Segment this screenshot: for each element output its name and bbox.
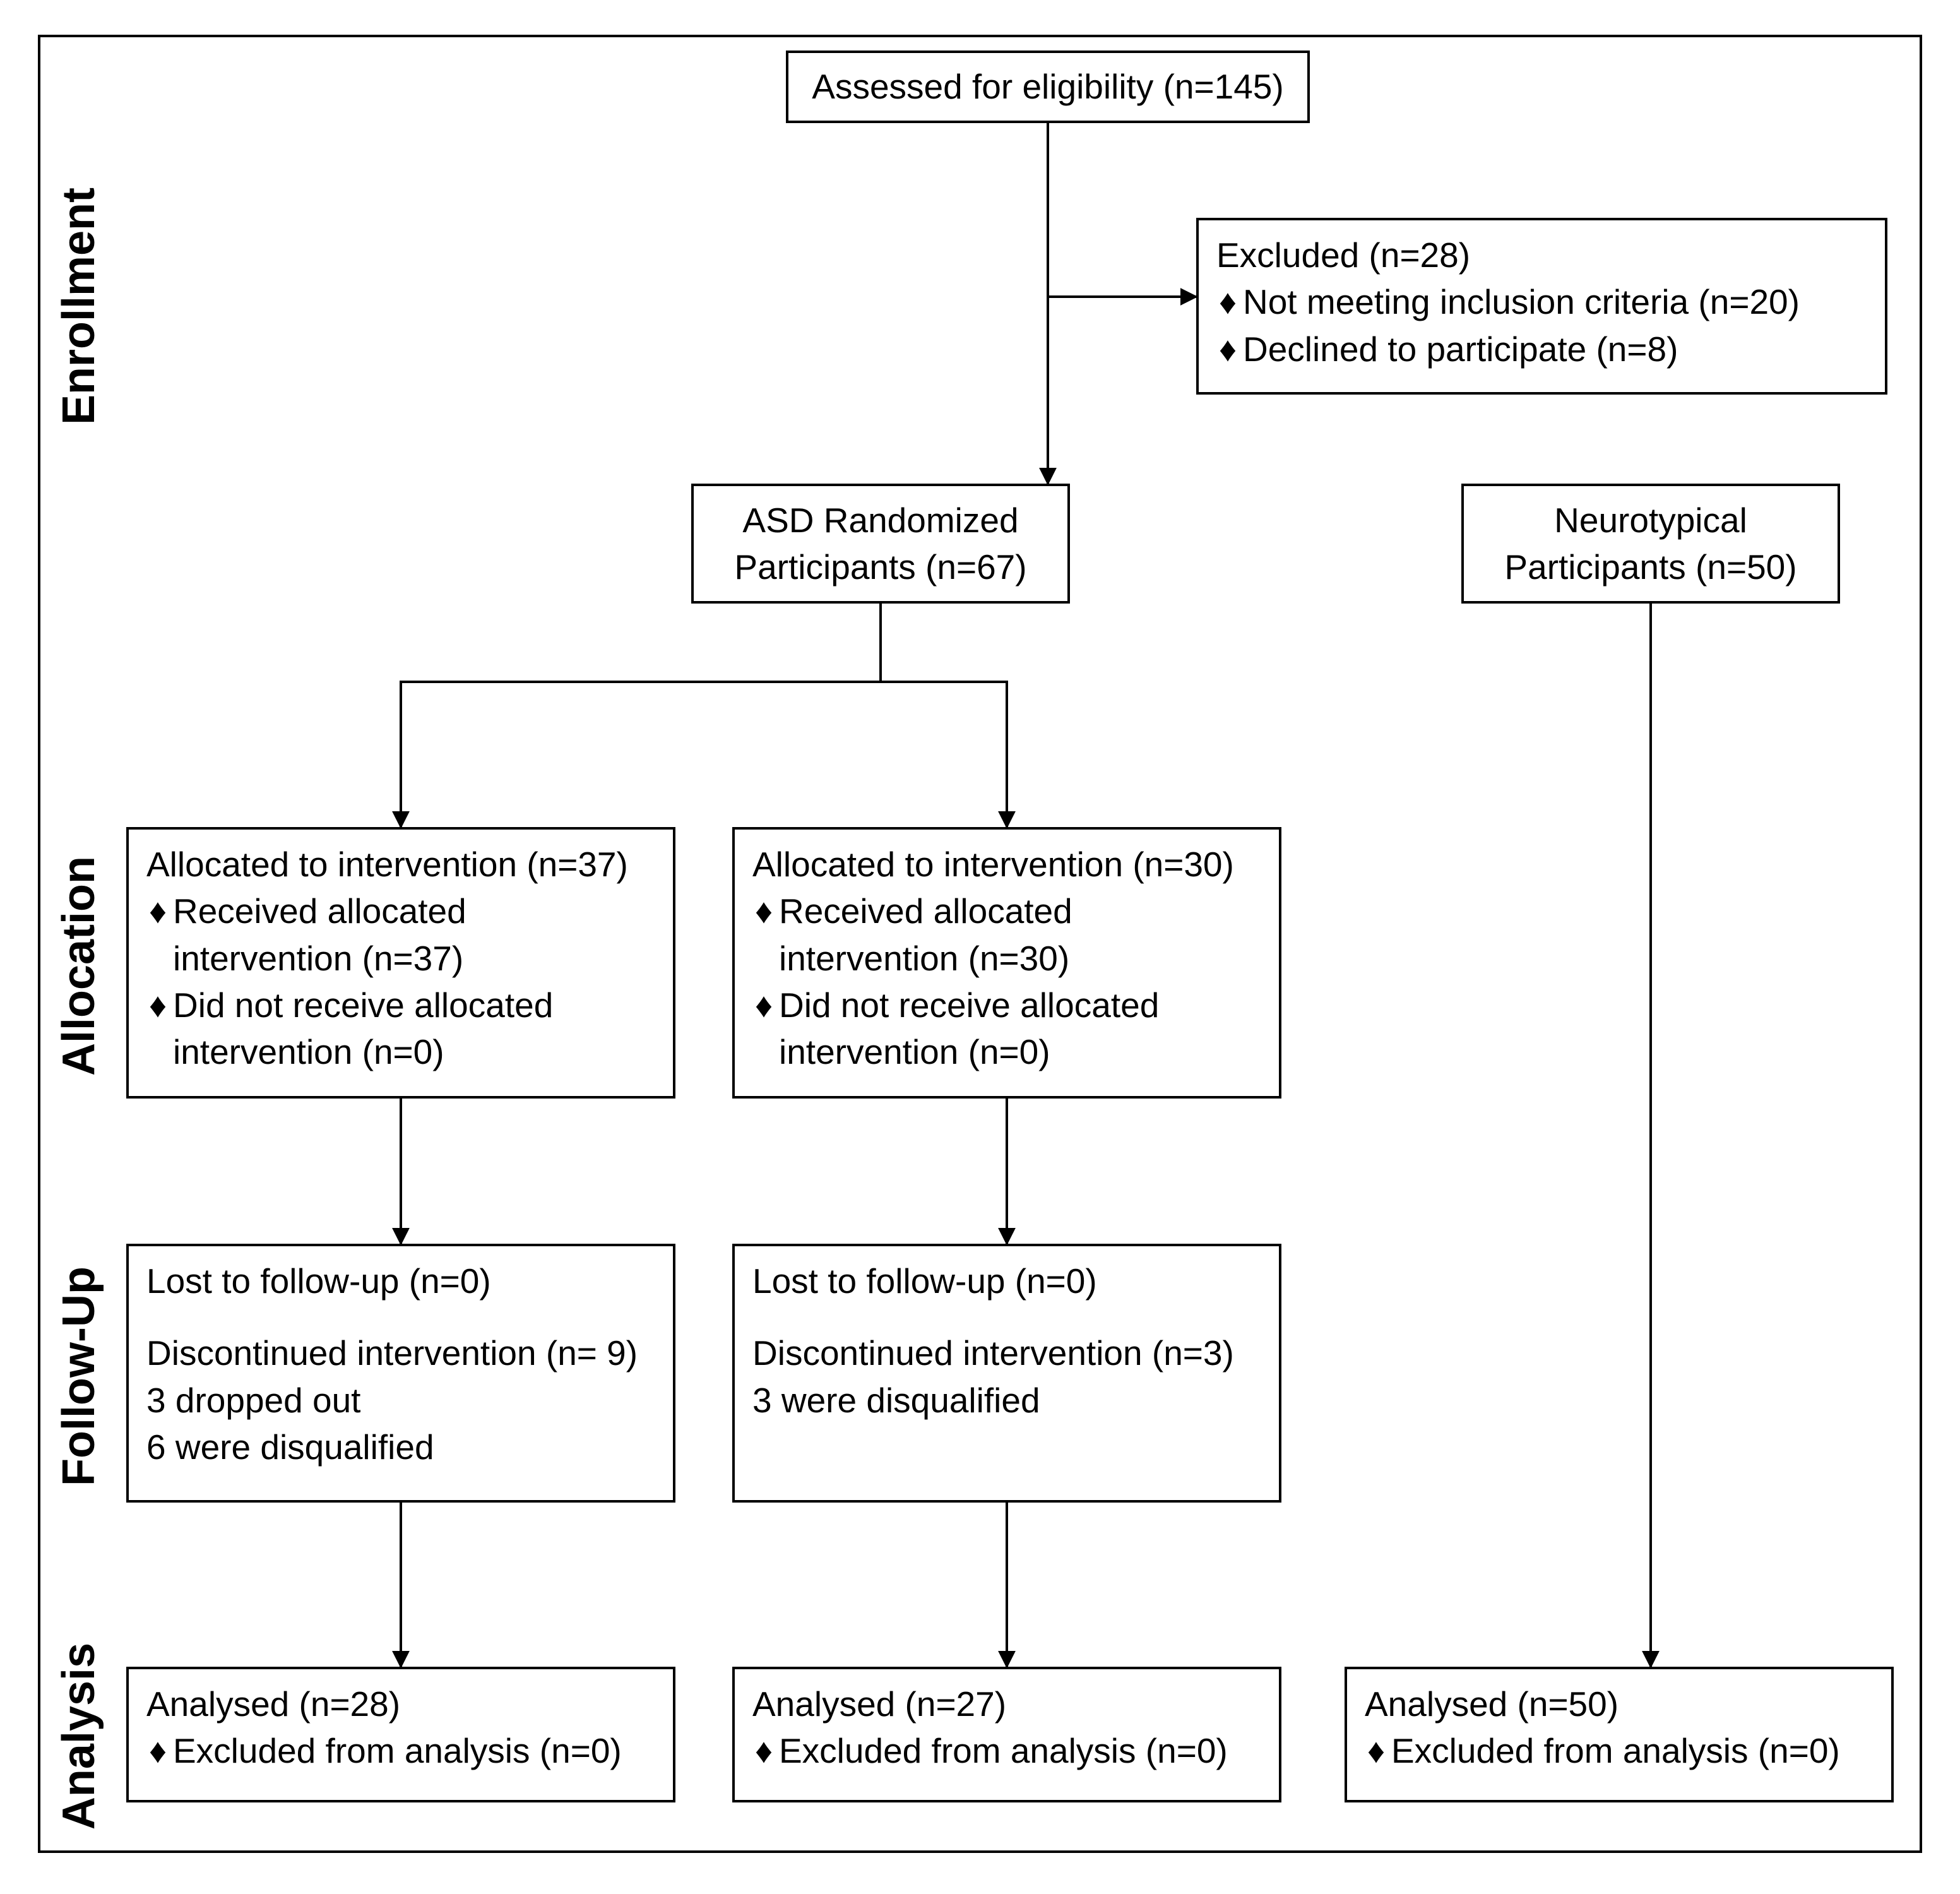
diamond-icon: ♦ [752,1727,779,1774]
list-item: Did not receive allocated intervention (… [779,982,1261,1076]
node-text: Participants (n=50) [1504,544,1797,590]
node-title: Analysed (n=27) [752,1681,1261,1727]
node-text: Neurotypical [1504,497,1797,544]
node-text: 6 were disqualified [146,1424,655,1470]
list-item: Excluded from analysis (n=0) [1391,1727,1840,1774]
diamond-icon: ♦ [1216,326,1243,372]
phase-label: Follow-Up [54,1266,104,1486]
node-text: Lost to follow-up (n=0) [146,1258,655,1304]
diamond-icon: ♦ [752,888,779,982]
phase-label: Allocation [54,856,104,1076]
node-neurotypical: Neurotypical Participants (n=50) [1461,484,1840,604]
diamond-icon: ♦ [146,982,173,1076]
diamond-icon: ♦ [146,888,173,982]
phase-analysis: Analysis [53,1578,105,1894]
node-followup-a: Lost to follow-up (n=0) Discontinued int… [126,1244,675,1503]
node-title: Excluded (n=28) [1216,232,1867,278]
phase-allocation: Allocation [53,808,105,1124]
node-allocation-b: Allocated to intervention (n=30) ♦Receiv… [732,827,1281,1099]
node-allocation-a: Allocated to intervention (n=37) ♦Receiv… [126,827,675,1099]
node-text: 3 dropped out [146,1377,655,1424]
node-title: Allocated to intervention (n=30) [752,841,1261,888]
list-item: Received allocated intervention (n=30) [779,888,1261,982]
node-followup-b: Lost to follow-up (n=0) Discontinued int… [732,1244,1281,1503]
node-asd: ASD Randomized Participants (n=67) [691,484,1070,604]
node-analysis-c: Analysed (n=50) ♦Excluded from analysis … [1345,1667,1894,1802]
node-title: Analysed (n=50) [1365,1681,1874,1727]
diamond-icon: ♦ [1365,1727,1391,1774]
node-analysis-b: Analysed (n=27) ♦Excluded from analysis … [732,1667,1281,1802]
node-title: Allocated to intervention (n=37) [146,841,655,888]
diamond-icon: ♦ [146,1727,173,1774]
node-text: Lost to follow-up (n=0) [752,1258,1261,1304]
node-text: ASD Randomized [734,497,1026,544]
phase-followup: Follow-Up [53,1218,105,1534]
node-text: Discontinued intervention (n= 9) [146,1330,655,1376]
list-item: Not meeting inclusion criteria (n=20) [1243,278,1800,325]
node-text: 3 were disqualified [752,1377,1261,1424]
phase-enrollment: Enrollment [53,148,105,464]
diamond-icon: ♦ [1216,278,1243,325]
list-item: Received allocated intervention (n=37) [173,888,655,982]
node-title: Analysed (n=28) [146,1681,655,1727]
list-item: Excluded from analysis (n=0) [173,1727,622,1774]
phase-label: Enrollment [54,188,104,425]
node-analysis-a: Analysed (n=28) ♦Excluded from analysis … [126,1667,675,1802]
node-excluded: Excluded (n=28) ♦Not meeting inclusion c… [1196,218,1887,395]
node-text: Discontinued intervention (n=3) [752,1330,1261,1376]
node-text: Assessed for eligibility (n=145) [812,63,1283,110]
list-item: Declined to participate (n=8) [1243,326,1678,372]
node-assessed: Assessed for eligibility (n=145) [786,51,1310,123]
list-item: Did not receive allocated intervention (… [173,982,655,1076]
phase-label: Analysis [54,1643,104,1830]
node-text: Participants (n=67) [734,544,1026,590]
list-item: Excluded from analysis (n=0) [779,1727,1228,1774]
diamond-icon: ♦ [752,982,779,1076]
